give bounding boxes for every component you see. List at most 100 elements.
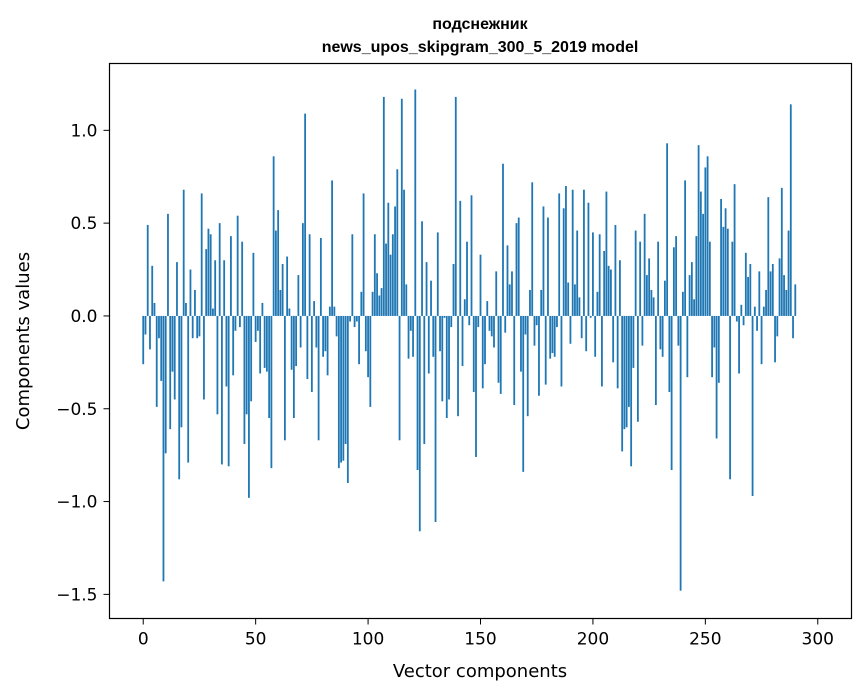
bar-100	[367, 315, 369, 378]
bar-98	[362, 193, 365, 316]
bar-193	[576, 230, 579, 316]
bar-262	[731, 241, 734, 316]
bar-204	[601, 315, 603, 387]
bar-134	[443, 315, 446, 318]
bar-279	[769, 271, 772, 316]
bar-232	[663, 280, 666, 316]
bar-230	[659, 315, 662, 350]
bar-21	[189, 269, 192, 316]
bar-251	[706, 156, 709, 316]
bar-249	[702, 213, 704, 316]
bar-167	[517, 217, 520, 316]
bar-236	[672, 247, 675, 316]
bar-174	[533, 315, 536, 346]
bar-131	[436, 232, 439, 316]
bar-101	[369, 315, 372, 407]
bar-111	[391, 234, 394, 316]
bars-group	[142, 89, 797, 591]
x-axis-label: Vector components	[393, 661, 567, 682]
bar-42	[236, 215, 239, 316]
bar-266	[740, 304, 743, 316]
y-tick-label: −1.5	[56, 585, 97, 605]
bar-103	[373, 234, 376, 316]
y-tick-label: −0.5	[56, 400, 97, 420]
bar-25	[198, 315, 201, 337]
bar-190	[569, 315, 572, 344]
y-tick-label: −1.0	[56, 493, 97, 513]
bar-200	[592, 232, 594, 316]
bar-242	[686, 315, 689, 378]
bar-281	[774, 315, 776, 363]
bar-187	[562, 208, 565, 316]
bar-66	[290, 315, 293, 370]
bar-148	[475, 315, 477, 458]
bar-184	[556, 315, 558, 328]
bar-61	[279, 289, 282, 316]
bar-120	[412, 315, 414, 357]
y-axis-ticks: −1.5 −1.0 −0.5 0.0 0.5 1.0	[56, 121, 110, 605]
bar-127	[427, 315, 430, 374]
bar-35	[221, 315, 223, 465]
bar-22	[191, 315, 194, 339]
bar-56	[268, 315, 271, 419]
bar-132	[439, 315, 441, 352]
bar-8	[160, 315, 163, 381]
bar-37	[225, 315, 228, 387]
bar-290	[794, 284, 797, 316]
bar-17	[180, 315, 183, 428]
bar-191	[571, 189, 574, 316]
bar-252	[708, 241, 711, 316]
bar-124	[421, 221, 423, 316]
bar-153	[486, 301, 489, 316]
bar-201	[594, 315, 597, 357]
bar-179	[544, 315, 547, 385]
bar-88	[340, 315, 342, 463]
bar-93	[351, 234, 354, 316]
bar-52	[259, 315, 262, 374]
bar-60	[277, 210, 280, 316]
x-tick-label: 0	[138, 630, 149, 650]
bar-206	[605, 191, 608, 316]
bar-145	[468, 315, 471, 326]
bar-140	[457, 315, 459, 417]
bar-84	[331, 180, 333, 316]
bar-69	[297, 275, 300, 316]
bar-126	[425, 262, 428, 316]
bar-194	[578, 297, 581, 316]
y-axis-label: Components values	[13, 252, 34, 430]
bar-192	[574, 284, 576, 316]
bar-71	[301, 223, 304, 316]
bar-92	[349, 315, 351, 322]
bar-280	[771, 263, 774, 316]
bar-222	[641, 315, 644, 346]
chart-title-line1: подснежник	[432, 16, 528, 33]
bar-121	[414, 89, 417, 316]
bar-271	[751, 315, 754, 496]
bar-102	[371, 291, 374, 316]
bar-55	[265, 315, 268, 372]
bar-20	[187, 315, 190, 463]
bar-173	[531, 182, 534, 316]
bar-207	[607, 265, 610, 316]
bar-162	[506, 245, 509, 316]
bar-235	[670, 315, 673, 470]
bar-275	[760, 315, 763, 365]
bar-58	[272, 156, 275, 316]
bar-135	[445, 315, 448, 419]
bar-188	[565, 186, 567, 316]
bar-130	[434, 315, 437, 522]
bar-172	[529, 289, 531, 316]
bar-109	[387, 202, 390, 316]
bar-49	[252, 252, 255, 316]
bar-65	[288, 308, 291, 316]
bar-229	[657, 241, 660, 316]
bar-107	[382, 96, 385, 316]
bar-216	[628, 315, 630, 407]
bar-28	[205, 249, 208, 316]
bar-51	[257, 315, 259, 331]
bar-15	[176, 262, 178, 316]
bar-11	[167, 213, 169, 316]
bar-9	[162, 315, 165, 582]
bar-94	[353, 315, 356, 328]
bar-155	[490, 315, 493, 337]
